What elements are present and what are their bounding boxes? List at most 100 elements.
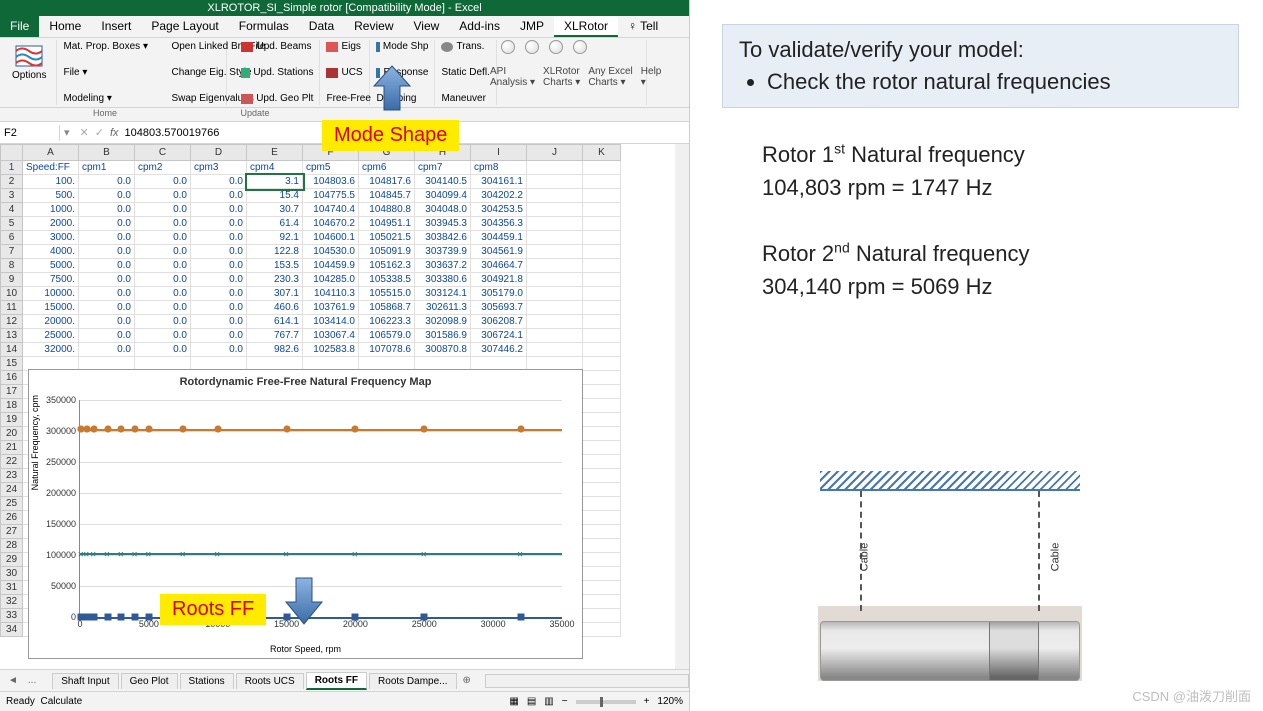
data-cell[interactable]: 30.7 bbox=[247, 203, 303, 217]
circle-btn-1[interactable] bbox=[501, 40, 515, 54]
data-cell[interactable]: 0.0 bbox=[191, 217, 247, 231]
menu-jmp[interactable]: JMP bbox=[510, 16, 554, 37]
circle-btn-3[interactable] bbox=[549, 40, 563, 54]
data-cell[interactable]: 7500. bbox=[23, 273, 79, 287]
data-cell[interactable]: 0.0 bbox=[79, 301, 135, 315]
data-cell[interactable]: 61.4 bbox=[247, 217, 303, 231]
data-cell[interactable]: 304561.9 bbox=[471, 245, 527, 259]
menu-formulas[interactable]: Formulas bbox=[229, 16, 299, 37]
swap-eigenvalues[interactable]: Swap Eigenvalues bbox=[169, 92, 173, 105]
data-cell[interactable]: 104459.9 bbox=[303, 259, 359, 273]
row-header[interactable]: 1 bbox=[1, 161, 23, 175]
menu-addins[interactable]: Add-ins bbox=[449, 16, 510, 37]
data-cell[interactable]: 0.0 bbox=[79, 287, 135, 301]
any-excel-charts-menu[interactable]: Any ExcelCharts ▾ bbox=[588, 66, 632, 88]
data-cell[interactable]: 304048.0 bbox=[415, 203, 471, 217]
data-cell[interactable]: 302098.9 bbox=[415, 315, 471, 329]
data-cell[interactable]: 304202.2 bbox=[471, 189, 527, 203]
menu-insert[interactable]: Insert bbox=[91, 16, 141, 37]
sheet-tab-rootsdampe[interactable]: Roots Dampe... bbox=[369, 673, 456, 689]
sheet-tab-rootsff[interactable]: Roots FF bbox=[306, 672, 367, 690]
header-cell[interactable]: cpm3 bbox=[191, 161, 247, 175]
data-cell[interactable]: 104600.1 bbox=[303, 231, 359, 245]
header-cell[interactable]: cpm7 bbox=[415, 161, 471, 175]
data-cell[interactable]: 15000. bbox=[23, 301, 79, 315]
row-header[interactable]: 5 bbox=[1, 217, 23, 231]
data-cell[interactable]: 0.0 bbox=[191, 273, 247, 287]
data-cell[interactable]: 0.0 bbox=[135, 189, 191, 203]
data-cell[interactable]: 304140.5 bbox=[415, 175, 471, 189]
data-cell[interactable]: 104880.8 bbox=[359, 203, 415, 217]
data-cell[interactable]: 4000. bbox=[23, 245, 79, 259]
sheet-tab-[interactable]: ◄ bbox=[4, 675, 22, 686]
circle-btn-2[interactable] bbox=[525, 40, 539, 54]
col-header[interactable]: J bbox=[527, 145, 583, 161]
menu-home[interactable]: Home bbox=[39, 16, 91, 37]
data-cell[interactable]: 307446.2 bbox=[471, 343, 527, 357]
options-button[interactable]: Options bbox=[6, 40, 52, 83]
eigs-button[interactable]: Eigs bbox=[324, 40, 365, 53]
data-cell[interactable]: 102583.8 bbox=[303, 343, 359, 357]
col-header[interactable]: I bbox=[471, 145, 527, 161]
sheet-tab-rootsucs[interactable]: Roots UCS bbox=[236, 673, 304, 689]
header-cell[interactable]: cpm8 bbox=[471, 161, 527, 175]
data-cell[interactable]: 2000. bbox=[23, 217, 79, 231]
col-header[interactable]: C bbox=[135, 145, 191, 161]
data-cell[interactable]: 107078.6 bbox=[359, 343, 415, 357]
data-cell[interactable]: 25000. bbox=[23, 329, 79, 343]
data-cell[interactable]: 0.0 bbox=[79, 273, 135, 287]
menu-review[interactable]: Review bbox=[344, 16, 403, 37]
menu-xlrotor[interactable]: XLRotor bbox=[554, 16, 618, 37]
data-cell[interactable]: 0.0 bbox=[191, 245, 247, 259]
data-cell[interactable]: 304459.1 bbox=[471, 231, 527, 245]
data-cell[interactable]: 306208.7 bbox=[471, 315, 527, 329]
data-cell[interactable]: 0.0 bbox=[191, 329, 247, 343]
data-cell[interactable]: 0.0 bbox=[191, 259, 247, 273]
data-cell[interactable]: 104817.6 bbox=[359, 175, 415, 189]
data-cell[interactable]: 122.8 bbox=[247, 245, 303, 259]
data-cell[interactable]: 0.0 bbox=[79, 189, 135, 203]
sheet-tab-[interactable]: ⊕ bbox=[459, 675, 475, 686]
data-cell[interactable]: 304356.3 bbox=[471, 217, 527, 231]
data-cell[interactable]: 304921.8 bbox=[471, 273, 527, 287]
data-cell[interactable]: 104110.3 bbox=[303, 287, 359, 301]
data-cell[interactable]: 103414.0 bbox=[303, 315, 359, 329]
data-cell[interactable]: 103067.4 bbox=[303, 329, 359, 343]
sheet-tab-stations[interactable]: Stations bbox=[180, 673, 234, 689]
data-cell[interactable]: 104530.0 bbox=[303, 245, 359, 259]
menu-data[interactable]: Data bbox=[299, 16, 344, 37]
row-header[interactable]: 7 bbox=[1, 245, 23, 259]
menu-pagelayout[interactable]: Page Layout bbox=[141, 16, 228, 37]
sheet-area[interactable]: ABCDEFGHIJK1Speed:FFcpm1cpm2cpm3cpm4cpm5… bbox=[0, 144, 689, 669]
data-cell[interactable]: 305693.7 bbox=[471, 301, 527, 315]
col-header[interactable]: B bbox=[79, 145, 135, 161]
data-cell[interactable]: 10000. bbox=[23, 287, 79, 301]
data-cell[interactable]: 500. bbox=[23, 189, 79, 203]
data-cell[interactable]: 0.0 bbox=[79, 329, 135, 343]
data-cell[interactable]: 0.0 bbox=[135, 315, 191, 329]
col-header[interactable]: E bbox=[247, 145, 303, 161]
data-cell[interactable]: 104285.0 bbox=[303, 273, 359, 287]
menu-file[interactable]: File bbox=[0, 16, 39, 37]
data-cell[interactable]: 0.0 bbox=[135, 301, 191, 315]
data-cell[interactable]: 105162.3 bbox=[359, 259, 415, 273]
data-cell[interactable]: 104803.6 bbox=[303, 175, 359, 189]
menu-tell[interactable]: ♀ Tell bbox=[618, 16, 668, 37]
data-cell[interactable]: 92.1 bbox=[247, 231, 303, 245]
header-cell[interactable]: cpm4 bbox=[247, 161, 303, 175]
data-cell[interactable]: 305179.0 bbox=[471, 287, 527, 301]
static-defl-button[interactable]: Static Defl. bbox=[439, 66, 492, 79]
data-cell[interactable]: 614.1 bbox=[247, 315, 303, 329]
col-header[interactable]: D bbox=[191, 145, 247, 161]
data-cell[interactable]: 5000. bbox=[23, 259, 79, 273]
data-cell[interactable]: 303842.6 bbox=[415, 231, 471, 245]
data-cell[interactable]: 3.1 bbox=[247, 175, 303, 189]
row-header[interactable]: 8 bbox=[1, 259, 23, 273]
data-cell[interactable]: 105868.7 bbox=[359, 301, 415, 315]
data-cell[interactable]: 0.0 bbox=[79, 231, 135, 245]
mode-shp-button[interactable]: Mode Shp bbox=[374, 40, 430, 53]
zoom-slider[interactable] bbox=[576, 700, 636, 704]
data-cell[interactable]: 0.0 bbox=[79, 343, 135, 357]
data-cell[interactable]: 0.0 bbox=[191, 301, 247, 315]
col-header[interactable]: K bbox=[583, 145, 621, 161]
